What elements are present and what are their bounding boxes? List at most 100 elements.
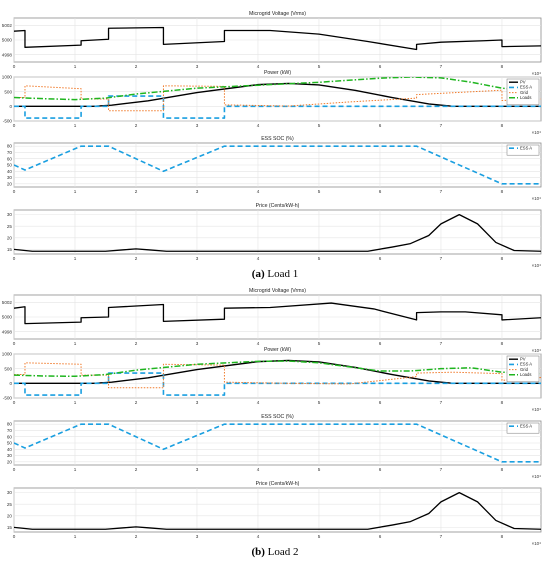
chart-title: ESS SOC (%) — [261, 136, 294, 142]
series-line-main — [14, 491, 541, 530]
x-tick-label: 5 — [318, 341, 321, 346]
y-tick-label: 60 — [7, 156, 13, 161]
x-tick-label: 3 — [196, 189, 199, 194]
series-line-ess-a — [14, 95, 541, 119]
y-tick-label: 1000 — [2, 352, 13, 357]
y-tick-label: 25 — [7, 224, 13, 229]
x-tick-label: 1 — [74, 64, 77, 69]
x-tick-label: 0 — [13, 467, 16, 472]
x-tick-label: 8 — [501, 341, 504, 346]
x-tick-label: 6 — [379, 341, 382, 346]
x-tick-label: 8 — [501, 467, 504, 472]
x-tick-label: 4 — [257, 341, 260, 346]
y-tick-label: 30 — [7, 175, 13, 180]
caption-a: (a) Load 1 — [0, 268, 550, 280]
x-tick-label: 2 — [135, 189, 138, 194]
y-tick-label: 30 — [7, 212, 13, 217]
legend-label: PV — [520, 357, 526, 362]
caption-b-tag: (b) — [251, 546, 265, 558]
x-tick-label: 8 — [501, 123, 504, 128]
series-group — [14, 213, 541, 252]
x-tick-label: 5 — [318, 64, 321, 69]
series-group — [14, 145, 541, 185]
x-tick-label: 4 — [257, 400, 260, 405]
x-tick-label: 8 — [501, 256, 504, 261]
series-line-loads — [14, 360, 541, 378]
series-line-pv — [14, 359, 541, 385]
x-exponent-label: ×10⁴ — [532, 71, 541, 76]
x-tick-label: 6 — [379, 64, 382, 69]
x-tick-label: 0 — [13, 534, 16, 539]
series-line-main — [14, 26, 541, 51]
x-exponent-label: ×10⁴ — [532, 407, 541, 412]
legend-label: PV — [520, 80, 526, 85]
y-tick-label: 15 — [7, 525, 13, 530]
x-tick-label: 5 — [318, 189, 321, 194]
x-tick-label: 1 — [74, 189, 77, 194]
y-tick-label: 5002 — [2, 300, 13, 305]
x-tick-label: 5 — [318, 123, 321, 128]
y-tick-label: 40 — [7, 169, 13, 174]
x-exponent-label: ×10⁴ — [532, 474, 541, 479]
x-tick-label: 4 — [257, 467, 260, 472]
series-group — [14, 491, 541, 530]
x-exponent-label: ×10⁴ — [532, 263, 541, 268]
x-tick-label: 2 — [135, 467, 138, 472]
x-tick-label: 3 — [196, 467, 199, 472]
x-tick-label: 1 — [74, 123, 77, 128]
y-tick-label: 80 — [7, 144, 13, 149]
caption-b: (b) Load 2 — [0, 546, 550, 558]
chart-title: Power (kW) — [264, 70, 291, 76]
x-tick-label: 8 — [501, 189, 504, 194]
x-tick-label: 2 — [135, 400, 138, 405]
x-tick-label: 7 — [440, 467, 443, 472]
x-tick-label: 4 — [257, 189, 260, 194]
legend-box — [506, 422, 540, 434]
x-tick-label: 0 — [13, 64, 16, 69]
x-exponent-label: ×10⁴ — [532, 130, 541, 135]
chart-a-voltage: 0 1 2 3 4 5 6 7 8 4998 5000 5002 ×10⁴ Microgrid Volta… — [2, 11, 542, 76]
legend-label: ESS A — [520, 146, 532, 151]
x-tick-label: 6 — [379, 400, 382, 405]
y-tick-label: -500 — [3, 119, 13, 124]
x-tick-label: 4 — [257, 64, 260, 69]
x-tick-label: 1 — [74, 256, 77, 261]
chart-title: Microgrid Voltage (Vrms) — [249, 11, 306, 17]
x-tick-label: 7 — [440, 123, 443, 128]
y-tick-label: 60 — [7, 434, 13, 439]
x-tick-label: 6 — [379, 534, 382, 539]
x-tick-label: 5 — [318, 534, 321, 539]
x-tick-label: 3 — [196, 64, 199, 69]
caption-a-tag: (a) — [251, 268, 265, 280]
series-line-grid — [14, 85, 541, 112]
x-tick-label: 5 — [318, 400, 321, 405]
y-tick-label: 20 — [7, 513, 13, 518]
y-tick-label: 70 — [7, 428, 13, 433]
x-tick-label: 3 — [196, 256, 199, 261]
series-group — [14, 26, 541, 51]
x-tick-label: 8 — [501, 400, 504, 405]
y-tick-label: 25 — [7, 502, 13, 507]
x-tick-label: 5 — [318, 467, 321, 472]
legend-label: Grid — [520, 90, 529, 95]
x-tick-label: 0 — [13, 341, 16, 346]
series-group — [14, 423, 541, 463]
series-group — [14, 77, 541, 119]
y-tick-label: 20 — [7, 181, 13, 186]
legend: ESS A — [506, 144, 540, 156]
x-tick-label: 4 — [257, 256, 260, 261]
caption-a-text: Load 1 — [264, 268, 299, 280]
y-tick-label: 5002 — [2, 23, 13, 28]
x-tick-label: 3 — [196, 123, 199, 128]
x-tick-label: 4 — [257, 534, 260, 539]
y-tick-label: 50 — [7, 163, 13, 168]
series-line-ess-a — [14, 372, 541, 396]
x-tick-label: 1 — [74, 341, 77, 346]
x-tick-label: 6 — [379, 123, 382, 128]
y-tick-label: 30 — [7, 490, 13, 495]
